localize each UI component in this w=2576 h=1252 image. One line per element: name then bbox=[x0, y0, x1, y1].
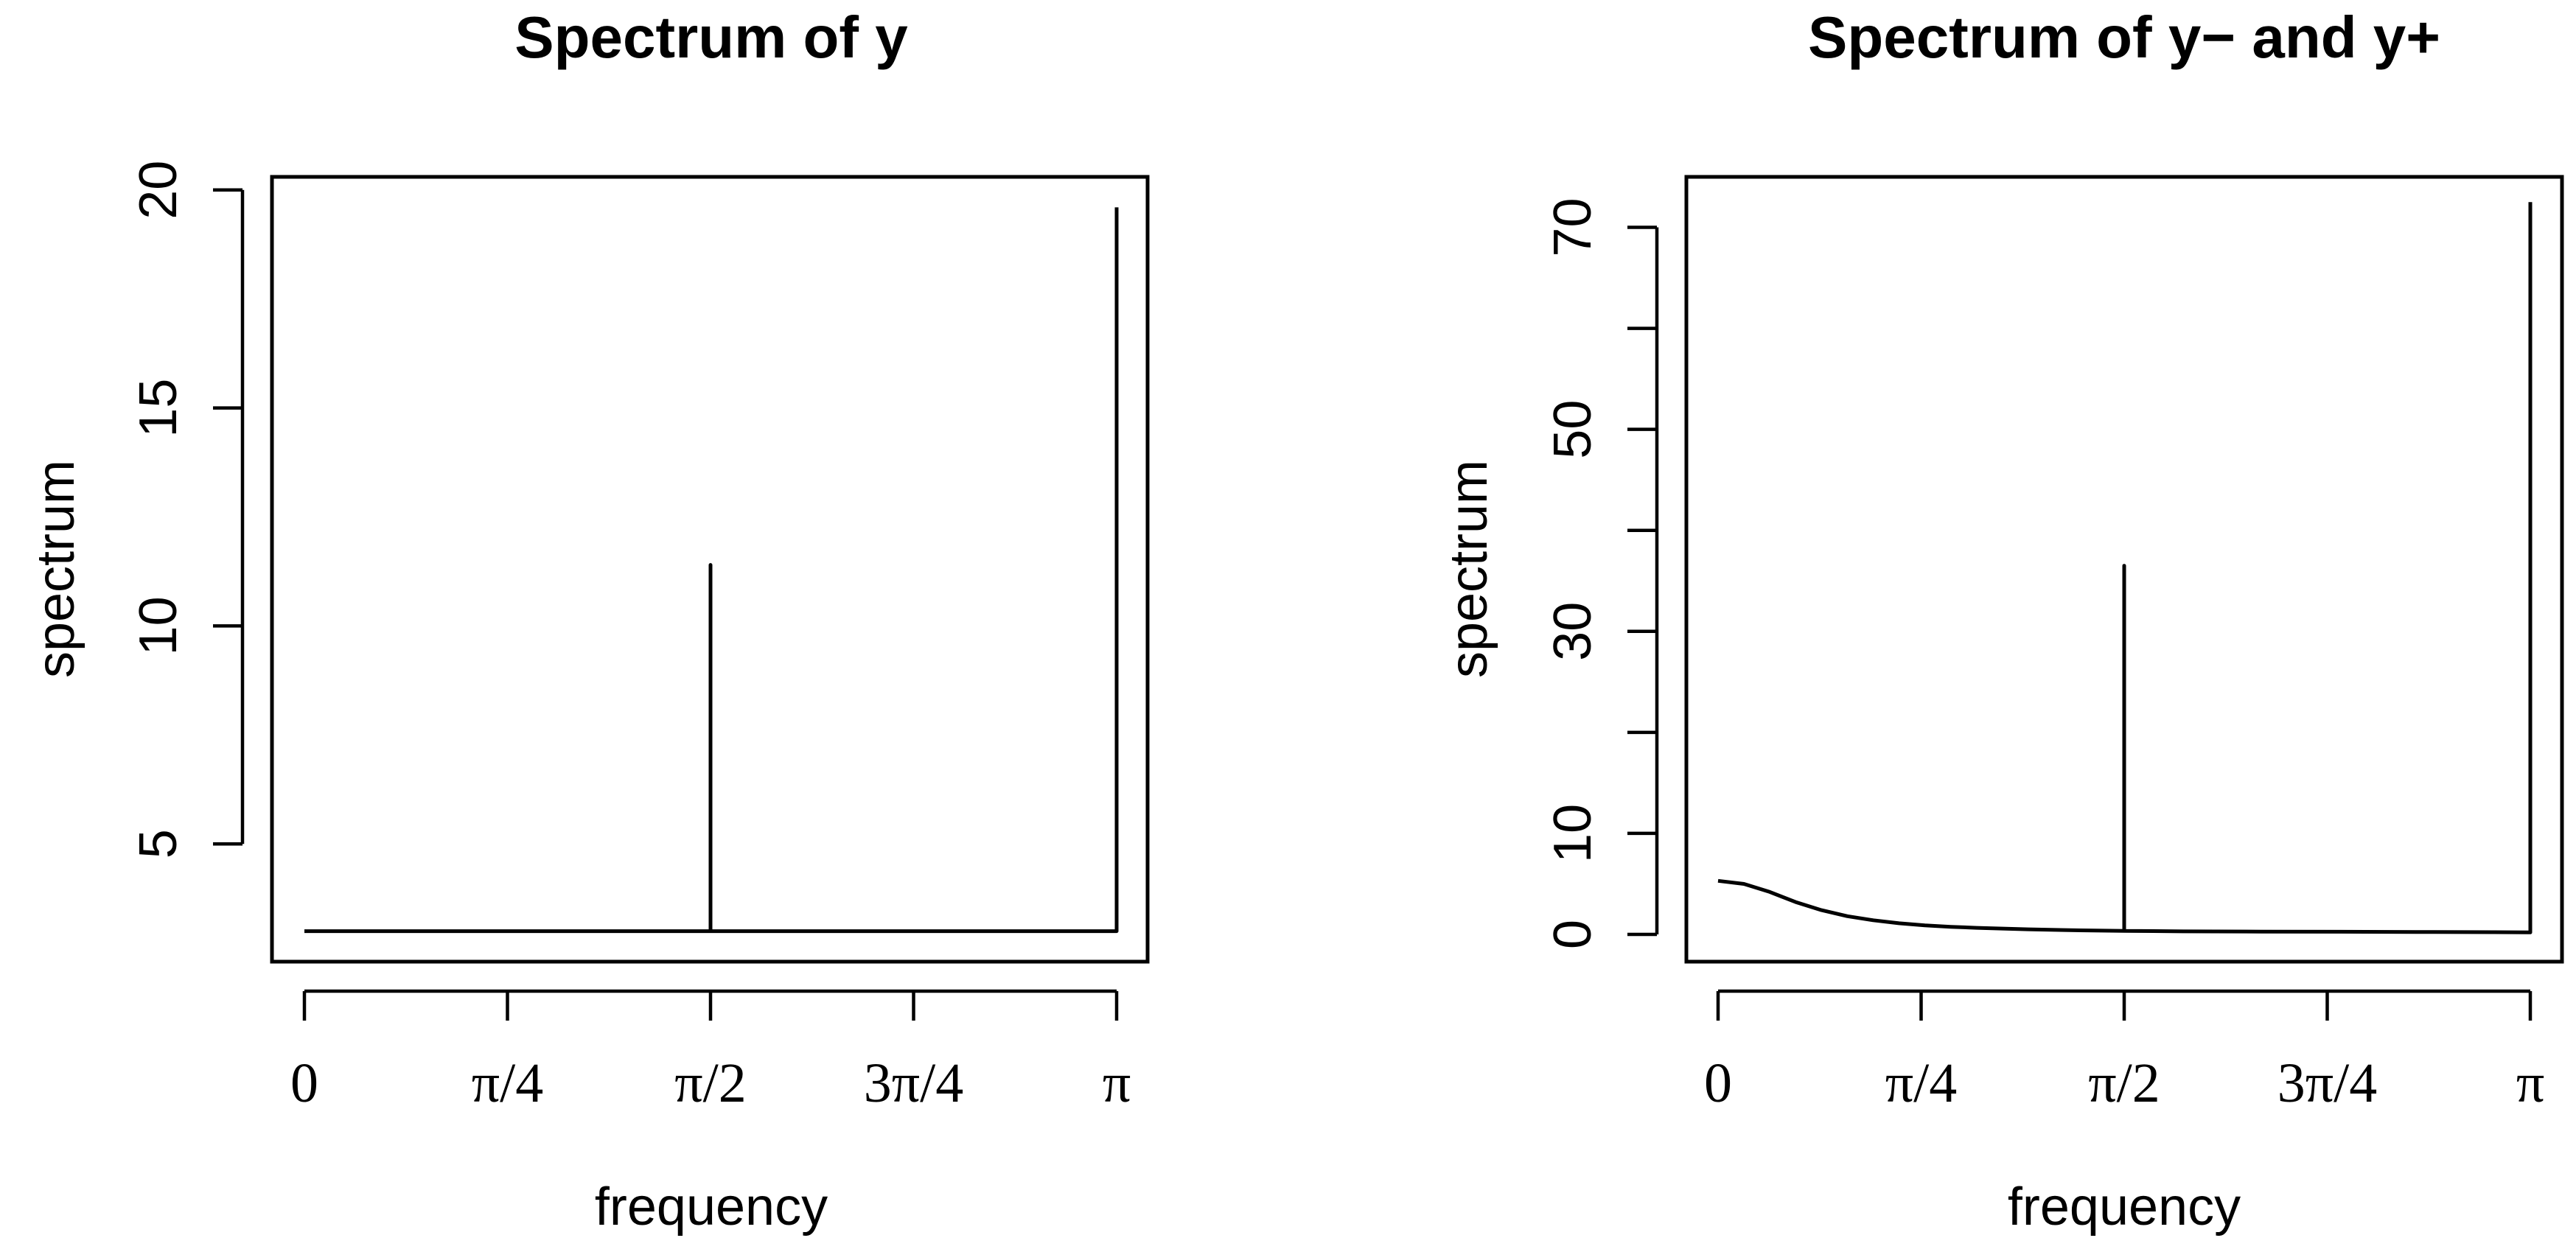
x-tick-label: π/2 bbox=[674, 1052, 747, 1114]
y-axis-label: spectrum bbox=[1439, 460, 1498, 678]
x-axis-label: frequency bbox=[595, 1178, 828, 1237]
plot-frame bbox=[1684, 175, 2564, 964]
y-tick-label: 10 bbox=[129, 596, 188, 655]
y-tick-label: 50 bbox=[1543, 400, 1602, 459]
spectrum-series-line bbox=[1717, 202, 2533, 934]
x-tick-label: 3π/4 bbox=[2277, 1052, 2378, 1114]
x-tick-label: 0 bbox=[1704, 1052, 1732, 1114]
x-tick-label: 0 bbox=[290, 1052, 318, 1114]
y-axis: 0 10 30 50 70 bbox=[1543, 197, 1659, 949]
chart-title: Spectrum of y− and y+ bbox=[1808, 4, 2440, 70]
y-tick-label: 20 bbox=[129, 161, 188, 220]
chart-panel-right: Spectrum of y− and y+ spectrum frequency… bbox=[1439, 4, 2564, 1237]
x-axis-label: frequency bbox=[2008, 1178, 2241, 1237]
x-tick-label: π bbox=[2516, 1052, 2544, 1114]
plot-data bbox=[304, 207, 1119, 934]
y-tick-label: 10 bbox=[1543, 804, 1602, 863]
y-tick-label: 5 bbox=[129, 829, 188, 858]
spectrum-series-line bbox=[304, 207, 1119, 934]
plot-frame bbox=[270, 175, 1150, 964]
y-axis-label: spectrum bbox=[27, 460, 85, 678]
x-tick-label: π/2 bbox=[2088, 1052, 2160, 1114]
y-axis: 5 10 15 20 bbox=[129, 161, 245, 858]
y-tick-label: 15 bbox=[129, 379, 188, 438]
chart-panel-left: Spectrum of y spectrum frequency 0 π/4 π/2… bbox=[27, 4, 1150, 1237]
x-tick-label: π/4 bbox=[472, 1052, 544, 1114]
x-tick-label: π/4 bbox=[1885, 1052, 1958, 1114]
x-tick-label: π bbox=[1103, 1052, 1131, 1114]
x-axis: 0 π/4 π/2 3π/4 π bbox=[290, 989, 1131, 1114]
plot-data bbox=[1717, 202, 2533, 934]
y-tick-label: 30 bbox=[1543, 602, 1602, 661]
chart-title: Spectrum of y bbox=[514, 4, 908, 70]
y-tick-label: 70 bbox=[1543, 197, 1602, 256]
x-axis: 0 π/4 π/2 3π/4 π bbox=[1704, 989, 2544, 1114]
x-tick-label: 3π/4 bbox=[864, 1052, 964, 1114]
y-tick-label: 0 bbox=[1543, 920, 1602, 949]
